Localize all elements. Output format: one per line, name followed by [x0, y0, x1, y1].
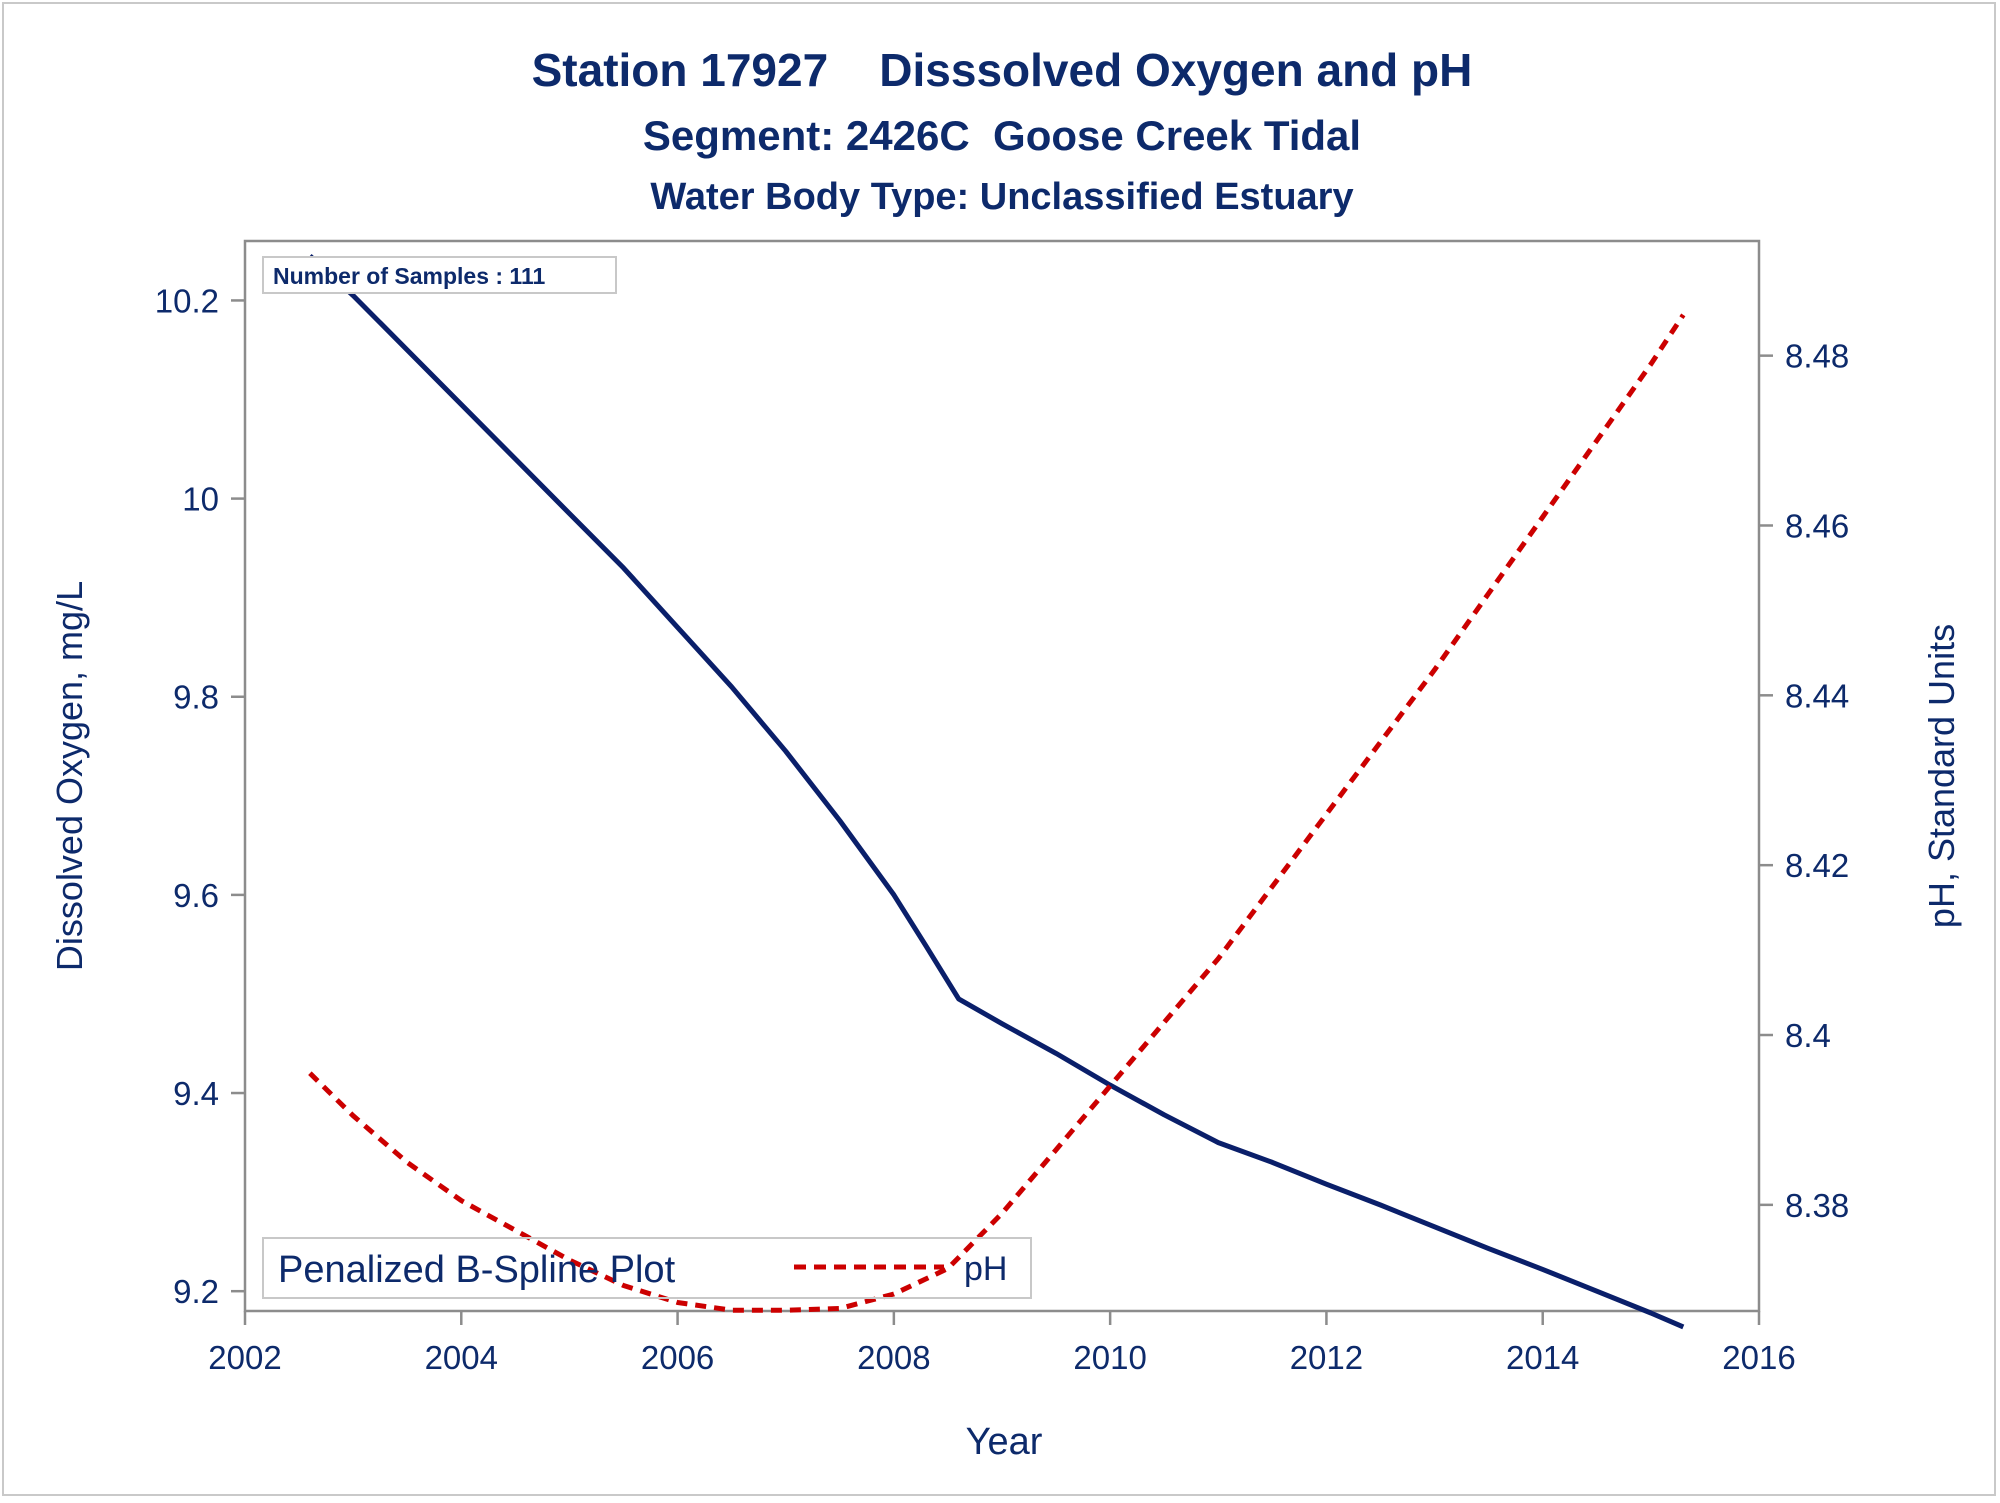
chart-subtitle-waterbody: Water Body Type: Unclassified Estuary — [650, 176, 1353, 218]
y2-tick-label-5: 8.48 — [1785, 338, 1849, 375]
chart-title: Station 17927 Disssolved Oxygen and pH — [532, 44, 1473, 96]
x-tick-label-1: 2004 — [425, 1339, 498, 1376]
y2-tick-label-4: 8.46 — [1785, 507, 1849, 544]
x-tick-label-3: 2008 — [857, 1339, 930, 1376]
x-tick-label-7: 2016 — [1722, 1339, 1795, 1376]
chart-svg: Station 17927 Disssolved Oxygen and pH S… — [49, 44, 1962, 1463]
chart-axes: 2002 2004 2006 2008 2010 2012 2014 2016 9.2 9.4 9.… — [155, 282, 1849, 1376]
y-tick-label-2: 9.6 — [173, 877, 219, 914]
series-line-ph — [308, 313, 1686, 1313]
legend-ph-label: pH — [964, 1250, 1007, 1288]
x-tick-label-2: 2006 — [641, 1339, 714, 1376]
legend: Penalized B-Spline Plot pH — [262, 1237, 1032, 1299]
x-tick-label-0: 2002 — [208, 1339, 281, 1376]
legend-title: Penalized B-Spline Plot — [278, 1249, 676, 1291]
chart-marks — [308, 254, 1686, 1330]
y2-tick-label-0: 8.38 — [1785, 1187, 1849, 1224]
y-axis-label: Dissolved Oxygen, mg/L — [49, 581, 90, 971]
x-axis-label: Year — [966, 1421, 1043, 1463]
chart-subtitle-segment: Segment: 2426C Goose Creek Tidal — [643, 112, 1361, 159]
y-tick-label-0: 9.2 — [173, 1273, 219, 1310]
legend-box — [262, 1237, 1032, 1299]
y-tick-label-5: 10.2 — [155, 282, 219, 319]
samples-inset-box — [262, 256, 617, 294]
series-line-dissolved-oxygen — [308, 254, 1685, 1330]
y-tick-label-3: 9.8 — [173, 679, 219, 716]
y2-axis-label: pH, Standard Units — [1921, 624, 1962, 928]
y2-tick-label-2: 8.42 — [1785, 847, 1849, 884]
y2-tick-label-3: 8.44 — [1785, 677, 1849, 714]
y-tick-label-4: 10 — [182, 481, 219, 518]
samples-inset-text: Number of Samples : 111 — [273, 263, 545, 289]
y2-tick-label-1: 8.4 — [1785, 1017, 1831, 1054]
x-tick-label-6: 2014 — [1506, 1339, 1579, 1376]
y-tick-label-1: 9.4 — [173, 1075, 219, 1112]
samples-inset: Number of Samples : 111 — [262, 256, 617, 294]
plot-area — [243, 239, 1761, 1313]
x-tick-label-4: 2010 — [1073, 1339, 1146, 1376]
x-tick-label-5: 2012 — [1290, 1339, 1363, 1376]
